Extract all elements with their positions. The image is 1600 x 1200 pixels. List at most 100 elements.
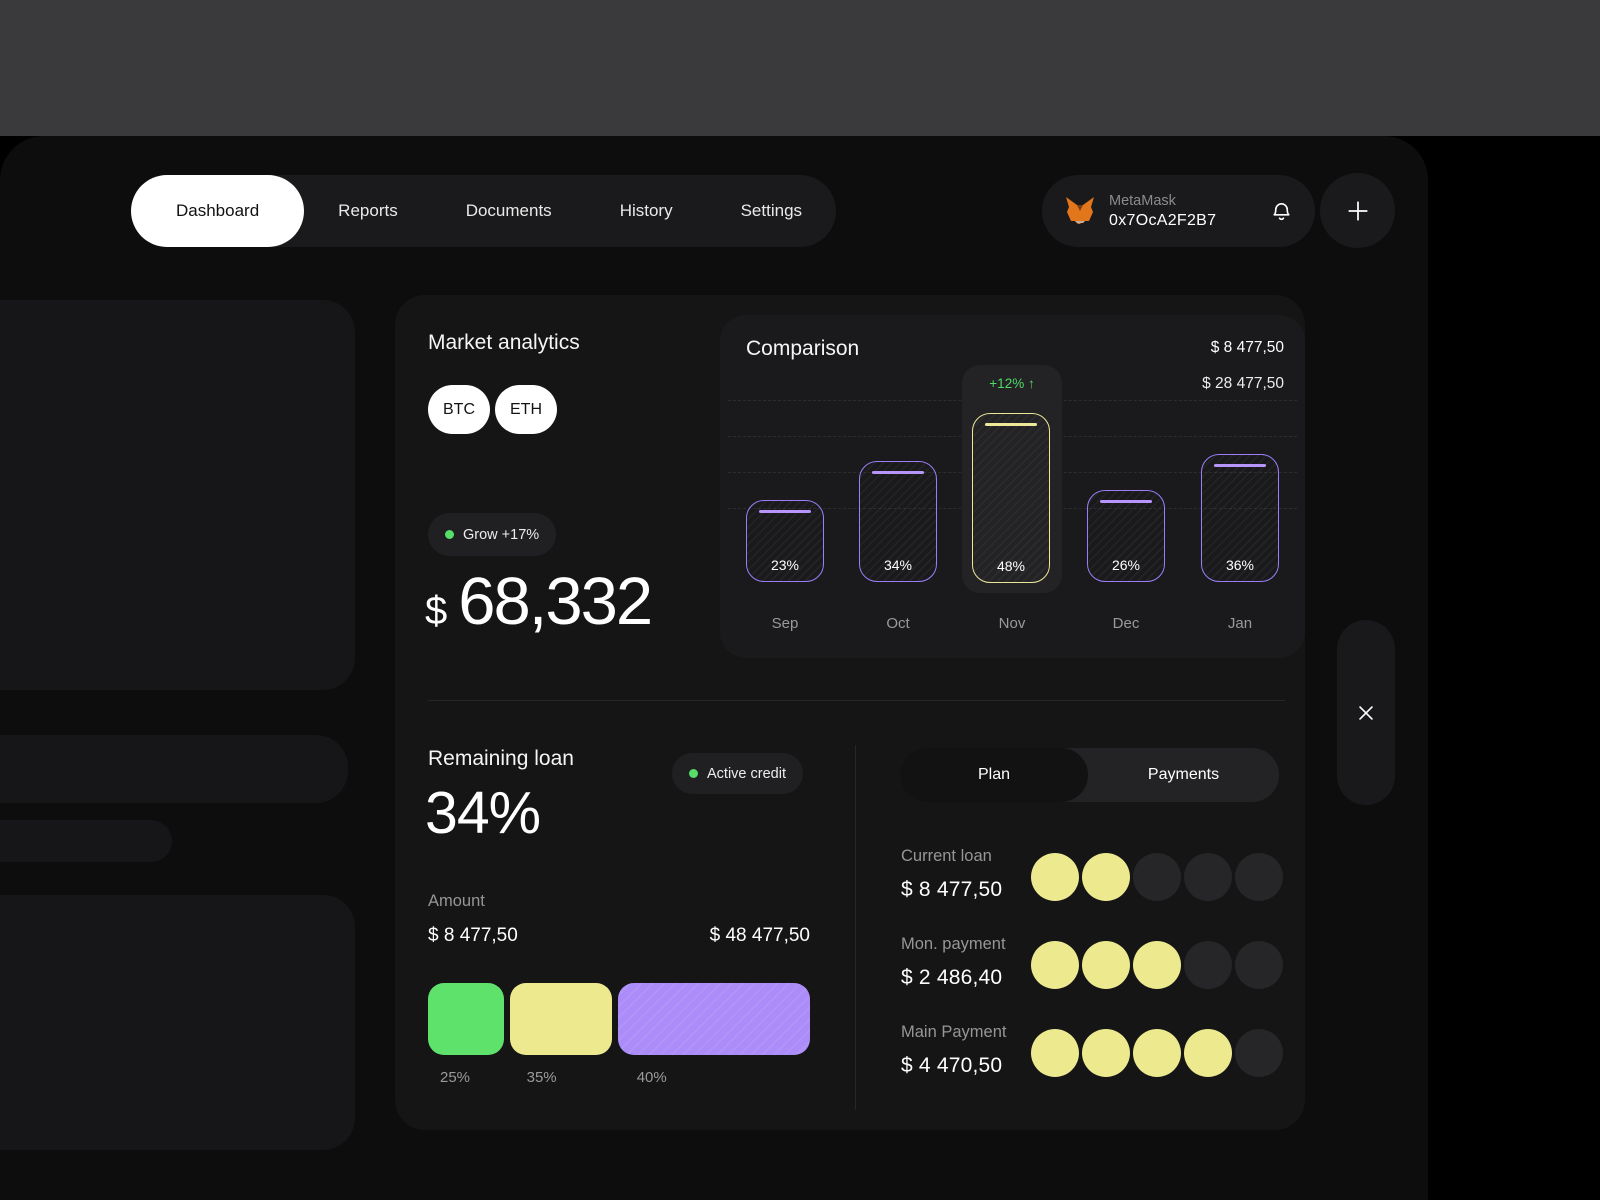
payment-progress-dot <box>1133 1029 1181 1077</box>
chart-bar[interactable]: 23% <box>746 500 824 582</box>
highlighted-bar-frame: +12% ↑ 48% <box>962 365 1062 593</box>
plus-icon <box>1344 197 1372 225</box>
payment-progress-dot <box>1235 853 1283 901</box>
bar-top-line <box>872 471 924 474</box>
payment-progress-dot <box>1235 1029 1283 1077</box>
sidebar-panel-bottom <box>0 895 355 1150</box>
loan-progress-bar <box>428 983 810 1055</box>
comparison-amount-secondary: $ 28 477,50 <box>1202 375 1284 392</box>
payment-progress-dot <box>1082 853 1130 901</box>
payment-row-label: Main Payment <box>901 1023 1007 1041</box>
wallet-provider-label: MetaMask <box>1109 192 1176 209</box>
comparison-title: Comparison <box>746 337 860 360</box>
bar-value-label: 23% <box>770 557 800 573</box>
price-value: 68,332 <box>458 564 653 639</box>
payment-progress-dots <box>1031 941 1283 989</box>
payment-row-value: $ 4 470,50 <box>901 1054 1003 1077</box>
bar-top-line <box>985 423 1037 426</box>
payment-progress-dot <box>1031 1029 1079 1077</box>
x-axis-label: Sep <box>771 615 799 632</box>
eth-button[interactable]: ETH <box>495 385 557 434</box>
bar-top-line <box>1100 500 1152 503</box>
payment-row-current-loan: Current loan $ 8 477,50 <box>901 847 1283 935</box>
bar-value-label: 36% <box>1225 557 1255 573</box>
amount-label: Amount <box>428 892 485 910</box>
bell-icon[interactable] <box>1270 200 1293 223</box>
add-button[interactable] <box>1320 173 1395 248</box>
active-credit-badge: Active credit <box>672 753 803 794</box>
chart-bar-highlighted[interactable]: 48% <box>972 413 1050 583</box>
x-axis-label: Oct <box>886 615 910 632</box>
metamask-fox-icon <box>1064 196 1096 226</box>
payment-progress-dot <box>1235 941 1283 989</box>
growth-badge-label: Grow +17% <box>463 526 540 543</box>
growth-badge: Grow +17% <box>428 513 557 556</box>
sidebar-panel-top <box>0 300 355 690</box>
bar-value-label: 48% <box>996 558 1026 574</box>
loan-progress-label: 40% <box>636 1069 667 1086</box>
chart-bar[interactable]: 26% <box>1087 490 1165 582</box>
green-dot-icon <box>689 769 698 778</box>
market-analytics-title: Market analytics <box>428 331 580 354</box>
loan-progress-label: 25% <box>440 1069 471 1086</box>
loan-progress-segment <box>428 983 504 1055</box>
payment-progress-dot <box>1082 941 1130 989</box>
remaining-loan-title: Remaining loan <box>428 747 574 770</box>
bar-value-label: 26% <box>1111 557 1141 573</box>
nav-tab-reports[interactable]: Reports <box>338 201 398 220</box>
x-axis-label: Nov <box>998 615 1026 632</box>
amount-row: $ 8 477,50 $ 48 477,50 <box>428 925 810 947</box>
payment-row-value: $ 2 486,40 <box>901 966 1003 989</box>
toggle-payments[interactable]: Payments <box>1147 766 1220 783</box>
payment-row-monthly-payment: Mon. payment $ 2 486,40 <box>901 935 1283 1023</box>
nav-tab-settings[interactable]: Settings <box>740 201 803 220</box>
chart-bar[interactable]: 36% <box>1201 454 1279 582</box>
dashboard-card: Market analytics BTC ETH Grow +17% $ 68,… <box>395 295 1305 1130</box>
main-navigation: Dashboard Reports Documents History Sett… <box>131 175 837 247</box>
bar-value-label: 34% <box>883 557 913 573</box>
plan-payments-toggle: Plan Payments <box>900 748 1279 802</box>
close-icon <box>1355 702 1377 724</box>
payment-progress-dot <box>1133 941 1181 989</box>
horizontal-divider <box>428 700 1285 701</box>
payment-progress-dot <box>1133 853 1181 901</box>
x-axis-label: Dec <box>1112 615 1140 632</box>
btc-button[interactable]: BTC <box>428 385 490 434</box>
payment-progress-dot <box>1184 941 1232 989</box>
wallet-widget[interactable]: MetaMask 0x7OcA2F2B7 <box>1042 175 1315 247</box>
comparison-amount-primary: $ 8 477,50 <box>1210 339 1284 356</box>
payment-row-label: Mon. payment <box>901 935 1006 953</box>
payment-progress-dot <box>1082 1029 1130 1077</box>
active-credit-label: Active credit <box>707 765 786 782</box>
amount-current: $ 8 477,50 <box>428 925 518 946</box>
sidebar-panel-middle <box>0 735 348 803</box>
x-axis-label: Jan <box>1227 615 1253 632</box>
price-currency: $ <box>425 589 448 633</box>
remaining-loan-percent: 34% <box>425 780 541 846</box>
payment-progress-dots <box>1031 1029 1283 1077</box>
vertical-divider <box>855 745 856 1110</box>
comparison-amounts: $ 8 477,50 $ 28 477,50 <box>1202 330 1284 402</box>
nav-tab-documents[interactable]: Documents <box>465 201 552 220</box>
bar-top-line <box>759 510 811 513</box>
chart-bar[interactable]: 34% <box>859 461 937 582</box>
amount-total: $ 48 477,50 <box>709 925 810 946</box>
payment-progress-dot <box>1031 853 1079 901</box>
toggle-plan[interactable]: Plan <box>900 748 1088 802</box>
payment-row-label: Current loan <box>901 847 992 865</box>
comparison-card: Comparison $ 8 477,50 $ 28 477,50 23% Sep… <box>720 315 1305 658</box>
nav-tab-history[interactable]: History <box>619 201 673 220</box>
green-dot-icon <box>445 530 454 539</box>
payment-row-value: $ 8 477,50 <box>901 878 1003 901</box>
bar-change-annotation: +12% ↑ <box>989 376 1035 391</box>
market-price: $ 68,332 <box>425 563 653 640</box>
nav-tab-dashboard[interactable]: Dashboard <box>131 175 305 247</box>
top-band <box>0 0 1600 136</box>
wallet-address: 0x7OcA2F2B7 <box>1109 211 1217 229</box>
sidebar-pill <box>0 820 172 862</box>
payment-progress-dot <box>1184 853 1232 901</box>
asset-buttons: BTC ETH <box>428 385 557 434</box>
side-close-pill[interactable] <box>1337 620 1395 805</box>
payment-progress-dots <box>1031 853 1283 901</box>
loan-progress-labels: 25% 35% 40% <box>428 1069 810 1086</box>
